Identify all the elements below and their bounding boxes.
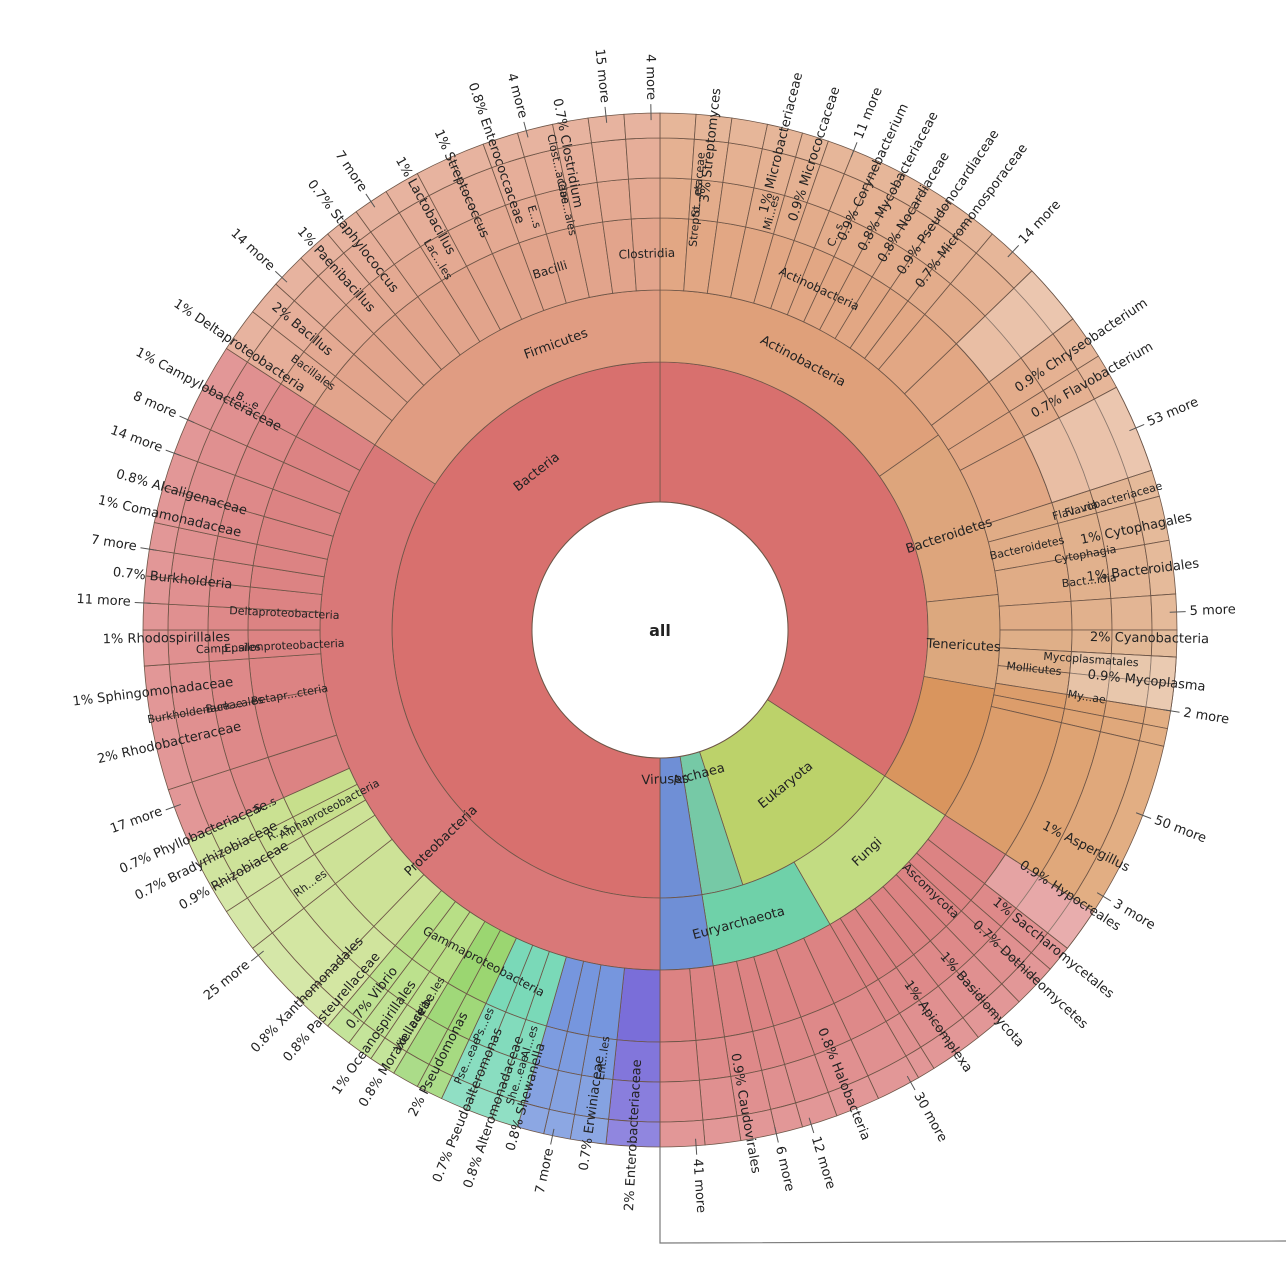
segment-358-l5[interactable]	[625, 137, 661, 180]
leaf-tick-53	[134, 601, 151, 604]
leaf-label-8-more-59: 8 more	[131, 389, 179, 421]
leaf-tick-32	[695, 1138, 698, 1155]
node-label-st-es-13: St...es	[689, 182, 705, 218]
leaf-tick-35	[550, 1128, 555, 1145]
leaf-label-7-more-55: 7 more	[90, 532, 138, 554]
center-hole[interactable]	[531, 501, 789, 759]
leaf-label-17-more-49: 17 more	[108, 804, 164, 837]
segment-173-l4[interactable]	[695, 1036, 732, 1081]
leaf-label-7-more-35: 7 more	[533, 1147, 557, 1195]
segment-178-l4[interactable]	[659, 1039, 700, 1083]
leaf-label-50-more-19: 50 more	[1152, 813, 1208, 846]
segment-173-l5[interactable]	[698, 1075, 738, 1121]
segment-272-l6[interactable]	[142, 602, 170, 631]
leaf-tick-27	[906, 1075, 916, 1091]
highlight-leaf-2	[984, 853, 1095, 949]
leaf-label-14-more-63: 14 more	[228, 226, 278, 274]
node-label-bact-idia-18: Bact...idia	[1061, 571, 1117, 590]
segment-178-l3[interactable]	[659, 968, 697, 1043]
segment-2-l4[interactable]	[659, 177, 692, 220]
leaf-label-12-more-29: 12 more	[808, 1135, 838, 1191]
leaf-tick-59	[179, 415, 195, 424]
leaf-tick-21	[1096, 892, 1112, 902]
sunburst-rings	[142, 112, 1178, 1148]
leaf-label-rhodospirillales-52: 1% Rhodospirillales	[103, 630, 231, 647]
segment-2-l6[interactable]	[659, 112, 697, 140]
leaf-tick-66	[365, 193, 376, 208]
leaf-tick-18	[1163, 709, 1180, 713]
node-label-epsilonproteobacteria-6: Epsilonproteobacteria	[224, 637, 345, 655]
segment-358-l6[interactable]	[623, 112, 661, 140]
leaf-tick-9	[1007, 244, 1020, 258]
leaf-label-6-more-30: 6 more	[772, 1145, 797, 1193]
leaf-tick-45	[250, 950, 264, 962]
highlight-leaf-1	[1023, 386, 1153, 504]
highlight-leaf-3	[1066, 651, 1177, 712]
leaf-label-2-more-18: 2 more	[1182, 706, 1230, 728]
leaf-tick-30	[774, 1126, 779, 1143]
node-label-my-ae-20: My...ae	[1067, 688, 1107, 707]
leaf-label-14-more-9: 14 more	[1016, 198, 1064, 248]
segment-88-l4[interactable]	[1070, 598, 1113, 631]
node-label-clostridia: Clostridia	[618, 246, 675, 262]
leaf-tick-55	[140, 547, 157, 551]
leaf-tick-12	[1129, 424, 1145, 432]
segment-358-l4[interactable]	[628, 177, 661, 220]
segment-178-l5[interactable]	[659, 1079, 704, 1123]
leaf-label-15-more-72: 15 more	[591, 48, 612, 104]
leaf-label-5-more-15: 5 more	[1189, 602, 1236, 619]
segment-88-l5[interactable]	[1110, 595, 1153, 631]
leaf-label-41-more-32: 41 more	[689, 1158, 708, 1213]
node-label-tenericutes: Tenericutes	[925, 636, 1001, 655]
node-label-camp-ales-29: Camp...ales	[196, 640, 262, 656]
node-label-deltaproteobacteria-7: Deltaproteobacteria	[229, 604, 340, 622]
leaf-label-25-more-45: 25 more	[201, 958, 253, 1004]
leaf-label-cyanobacteria-16: 2% Cyanobacteria	[1090, 630, 1209, 647]
leaf-label-4-more-73: 4 more	[642, 54, 658, 100]
leaf-tick-29	[808, 1117, 815, 1134]
leaf-tick-63	[274, 270, 288, 283]
leaf-tick-70	[523, 121, 529, 138]
chart-frame-line	[659, 1147, 1286, 1244]
leaf-label-7-more-66: 7 more	[332, 148, 370, 195]
segment-2-l5[interactable]	[659, 137, 695, 180]
leaf-tick-72	[604, 106, 608, 123]
segment-272-l5[interactable]	[167, 603, 210, 631]
leaf-tick-15	[1169, 611, 1186, 613]
segment-173-l6[interactable]	[702, 1115, 742, 1146]
highlight-leaf-0	[955, 270, 1074, 383]
leaf-label-30-more-27: 30 more	[910, 1090, 949, 1145]
segment-354-l6[interactable]	[587, 113, 627, 144]
node-label-mollicutes-2: Mollicutes	[1006, 659, 1063, 678]
leaf-label-14-more-58: 14 more	[108, 423, 164, 456]
node-label-ent-les-21: Ent...les	[594, 1035, 613, 1081]
leaf-tick-49	[165, 803, 181, 811]
segment-88-l3[interactable]	[998, 600, 1073, 631]
leaf-tick-58	[165, 449, 181, 457]
center-label: all	[649, 621, 671, 640]
segment-178-l6[interactable]	[659, 1119, 706, 1148]
leaf-label-11-more-53: 11 more	[76, 592, 131, 610]
segment-354-l4[interactable]	[596, 178, 632, 223]
leaf-tick-19	[1135, 812, 1152, 819]
leaf-label-11-more-3: 11 more	[852, 85, 886, 141]
leaf-tick-3	[850, 142, 858, 158]
leaf-label-53-more-12: 53 more	[1145, 395, 1201, 430]
node-label-viruses: Viruses	[641, 772, 689, 789]
leaf-label-4-more-70: 4 more	[504, 72, 530, 120]
segment-354-l5[interactable]	[591, 138, 629, 183]
